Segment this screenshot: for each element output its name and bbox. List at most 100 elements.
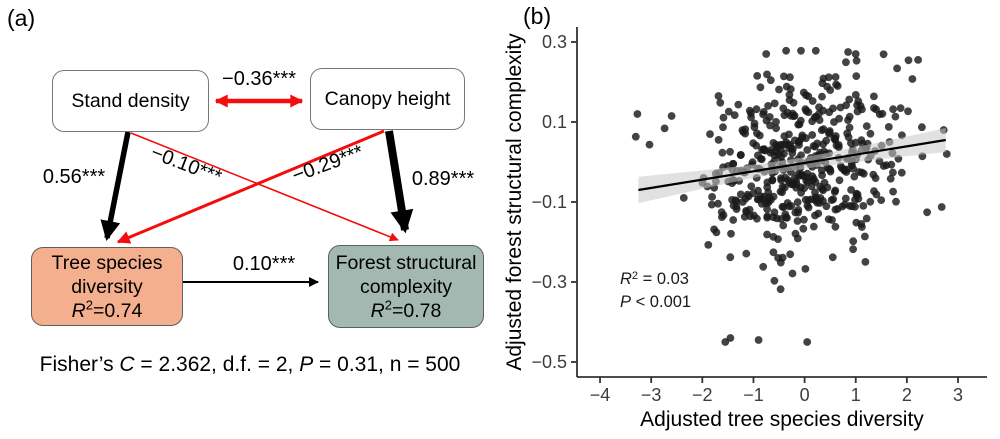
scatter-point [832, 80, 840, 89]
scatter-point [763, 212, 772, 221]
scatter-point [828, 253, 837, 262]
scatter-point [752, 141, 761, 150]
scatter-point [797, 46, 805, 55]
scatter-point [831, 73, 840, 81]
path-arrow-canopy-to-diversity [116, 129, 385, 244]
path-arrow-density-to-diversity [100, 131, 131, 241]
x-tick-label: 1 [851, 385, 861, 405]
scatter-point [763, 70, 771, 79]
tree-diversity-r2: R2=0.74 [71, 297, 143, 322]
x-tick-label: −1 [743, 385, 764, 405]
scatter-point [719, 113, 728, 122]
scatter-point [904, 56, 913, 65]
scatter-point [813, 139, 822, 148]
scatter-point [633, 110, 642, 118]
scatter-point [892, 197, 900, 206]
scatter-point [767, 146, 775, 154]
scatter-point [904, 107, 912, 116]
scatter-point [849, 164, 857, 173]
scatter-point [815, 116, 824, 124]
scatter-point [730, 111, 739, 119]
scatter-point [769, 248, 778, 257]
scatter-point [871, 174, 880, 183]
scatter-point [835, 114, 843, 123]
scatter-point [796, 183, 805, 192]
scatter-point [743, 190, 752, 199]
scatter-point [815, 103, 823, 112]
scatter-point [819, 197, 827, 205]
scatter-point [786, 85, 795, 93]
y-tick-label: 0.1 [542, 112, 567, 132]
scatter-point [706, 130, 714, 139]
scatter-point [789, 98, 798, 107]
scatter-point [891, 112, 900, 121]
scatter-point [859, 202, 868, 210]
scatter-point [729, 159, 737, 168]
scatter-point [759, 110, 767, 119]
y-tick-label: −0.1 [531, 192, 567, 212]
scatter-point [753, 72, 762, 80]
sem-box-forest-structural-complexity: Forest structural complexity R2=0.78 [328, 245, 484, 328]
scatter-point [836, 103, 845, 112]
scatter-point [791, 208, 800, 217]
scatter-point [736, 151, 745, 160]
scatter-point [870, 92, 878, 101]
scatter-point [767, 195, 775, 204]
scatter-point [750, 123, 759, 132]
scatter-point [789, 112, 798, 121]
scatter-point [808, 176, 817, 185]
scatter-point [778, 202, 787, 211]
scatter-point [803, 169, 812, 178]
fisher-statistics: Fisher’s C = 2.362, d.f. = 2, P = 0.31, … [39, 353, 461, 376]
scatter-point [708, 193, 716, 201]
scatter-point [777, 174, 785, 183]
scatter-point [760, 192, 768, 201]
scatter-point [851, 91, 860, 99]
x-tick-label: 3 [953, 385, 963, 405]
scatter-point [747, 182, 756, 191]
scatter-point [923, 208, 931, 217]
scatter-point [803, 146, 812, 154]
scatter-point [852, 56, 861, 65]
scatter-point [752, 105, 761, 114]
scatter-point [834, 141, 843, 149]
scatter-point [793, 198, 802, 207]
scatter-point [861, 232, 869, 241]
scatter-point [779, 221, 788, 230]
scatter-point [802, 107, 811, 115]
scatter-point [738, 126, 747, 134]
coef-canopy-complexity: 0.89*** [411, 168, 475, 190]
scatter-point [764, 102, 772, 110]
scatter-point [761, 146, 770, 155]
scatter-point [787, 202, 796, 210]
scatter-point [811, 211, 819, 220]
scatter-point [857, 136, 866, 145]
panel-a-label: (a) [7, 5, 36, 31]
scatter-point [793, 217, 802, 225]
scatter-point [645, 140, 654, 149]
scatter-point [798, 133, 806, 142]
scatter-point [826, 86, 835, 94]
scatter-point [853, 107, 862, 116]
scatter-point [714, 199, 722, 208]
scatter-point [667, 112, 676, 120]
scatter-point [824, 73, 833, 82]
scatter-point [811, 46, 820, 55]
scatter-point [717, 208, 726, 217]
scatter-point [631, 132, 640, 141]
x-tick-label: 2 [902, 385, 912, 405]
scatter-point [831, 205, 840, 214]
y-axis-title: Adjusted forest structural complexity [503, 33, 526, 371]
scatter-point [763, 230, 771, 239]
scatter-point [818, 79, 827, 88]
scatter-point [780, 149, 788, 158]
scatter-point [808, 97, 817, 105]
scatter-point [726, 147, 734, 156]
scatter-point [780, 72, 788, 81]
scatter-point [716, 98, 725, 107]
scatter-point [851, 196, 859, 204]
scatter-point [726, 334, 735, 342]
scatter-point [799, 224, 808, 233]
scatter-point [732, 202, 741, 211]
